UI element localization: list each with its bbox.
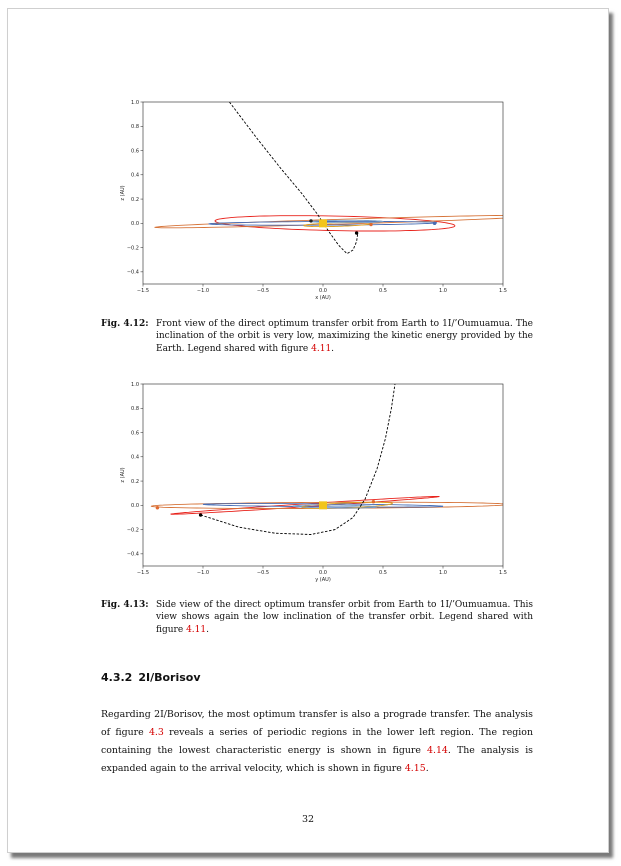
orbit-line [153,214,503,229]
figure-reference-link[interactable]: 4.15 [404,763,426,774]
paragraph-text: . [425,763,429,774]
plot-area [150,384,503,535]
x-tick-label: 0.5 [379,570,387,576]
caption-text: Side view of the direct optimum transfer… [156,600,533,635]
transfer-trajectory [200,384,396,535]
figure-label: Fig. 4.12: [101,319,149,329]
y-tick-label: −0.4 [127,270,139,276]
y-tick-label: −0.2 [127,245,139,251]
x-tick-label: −1.0 [197,570,209,576]
body-marker [354,231,359,235]
body-marker [198,513,203,517]
y-tick-label: −0.2 [127,527,139,533]
section-title: 2I/Borisov [138,671,201,684]
y-tick-label: 0.6 [131,148,139,154]
paragraph-text: . The analysis is expanded again to the … [101,745,533,774]
chart-front-view: −1.5 −1.0 −0.5 0.0 0.5 1.0 1.5 −0.4 −0.2 0.0 0.2 0.… [120,100,507,301]
y-tick-label: 0.6 [131,430,139,436]
body-marker [309,219,313,223]
figure-caption: Fig. 4.13: Side view of the direct optim… [101,599,533,636]
x-tick-label: 1.5 [499,570,507,576]
figure-reference-link[interactable]: 4.11 [311,343,332,354]
sun-marker [319,219,327,228]
y-tick-label: 0.4 [131,455,139,461]
body-marker [369,222,373,227]
figure-caption: Fig. 4.12: Front view of the direct opti… [101,318,533,355]
figure-label: Fig. 4.13: [101,600,149,610]
body-paragraph: Regarding 2I/Borisov, the most optimum t… [101,706,533,778]
x-tick-label: −0.5 [257,288,269,294]
x-tick-label: 0.0 [319,288,327,294]
y-tick-label: 0.8 [131,406,139,412]
y-tick-label: −0.4 [127,552,139,558]
section-heading: 4.3.2 2I/Borisov [101,671,201,684]
section-number: 4.3.2 [101,671,133,684]
x-tick-label: 0.5 [379,288,387,294]
caption-end: . [206,624,209,635]
orbit-line [207,220,438,226]
y-tick-label: 0.0 [131,221,139,227]
y-tick-label: 0.2 [131,479,139,485]
figure-caption-text: Side view of the direct optimum transfer… [156,599,533,636]
x-tick-label: 1.0 [439,288,447,294]
y-tick-label: 0.2 [131,197,139,203]
y-tick-label: 1.0 [131,382,139,388]
orbit-line [150,501,503,509]
plot-frame [142,383,504,567]
page-number: 32 [301,814,315,825]
x-tick-label: 1.5 [499,288,507,294]
caption-text: Front view of the direct optimum transfe… [156,319,533,354]
sun-marker [319,501,327,510]
plot-area [153,102,503,255]
figure-caption-text: Front view of the direct optimum transfe… [156,318,533,355]
paragraph-text: Regarding 2I/Borisov, the most optimum t… [101,709,533,738]
y-axis-label: z (AU) [120,467,126,482]
x-tick-label: −1.5 [137,570,149,576]
x-axis-label: y (AU) [315,577,331,583]
figure-reference-link[interactable]: 4.14 [427,745,448,756]
x-tick-label: 0.0 [319,570,327,576]
orbit-line [292,504,378,509]
chart-side-view: −1.5 −1.0 −0.5 0.0 0.5 1.0 1.5 −0.4 −0.2 0.0 0.2 0.… [120,382,507,583]
plot-frame [142,101,504,285]
body-marker [371,499,376,504]
transfer-trajectory [229,102,359,255]
x-tick-label: 1.0 [439,570,447,576]
x-tick-label: −1.5 [137,288,149,294]
body-marker [155,506,160,510]
y-tick-label: 0.0 [131,503,139,509]
caption-end: . [331,343,335,354]
figure-reference-link[interactable]: 4.11 [186,624,207,635]
x-axis-label: x (AU) [315,295,331,301]
y-tick-label: 0.8 [131,124,139,130]
document-page: −1.5 −1.0 −0.5 0.0 0.5 1.0 1.5 −0.4 −0.2 0.0 0.2 0.… [7,8,609,853]
y-tick-label: 0.4 [131,173,139,179]
paragraph-text: reveals a series of periodic regions in … [101,727,533,756]
body-marker [432,221,437,226]
figure-reference-link[interactable]: 4.3 [148,727,164,738]
x-tick-label: −0.5 [257,570,269,576]
y-axis-label: z (AU) [120,185,126,200]
x-tick-label: −1.0 [197,288,209,294]
y-tick-label: 1.0 [131,100,139,106]
orbit-line [202,503,444,508]
orbit-line [214,215,456,232]
